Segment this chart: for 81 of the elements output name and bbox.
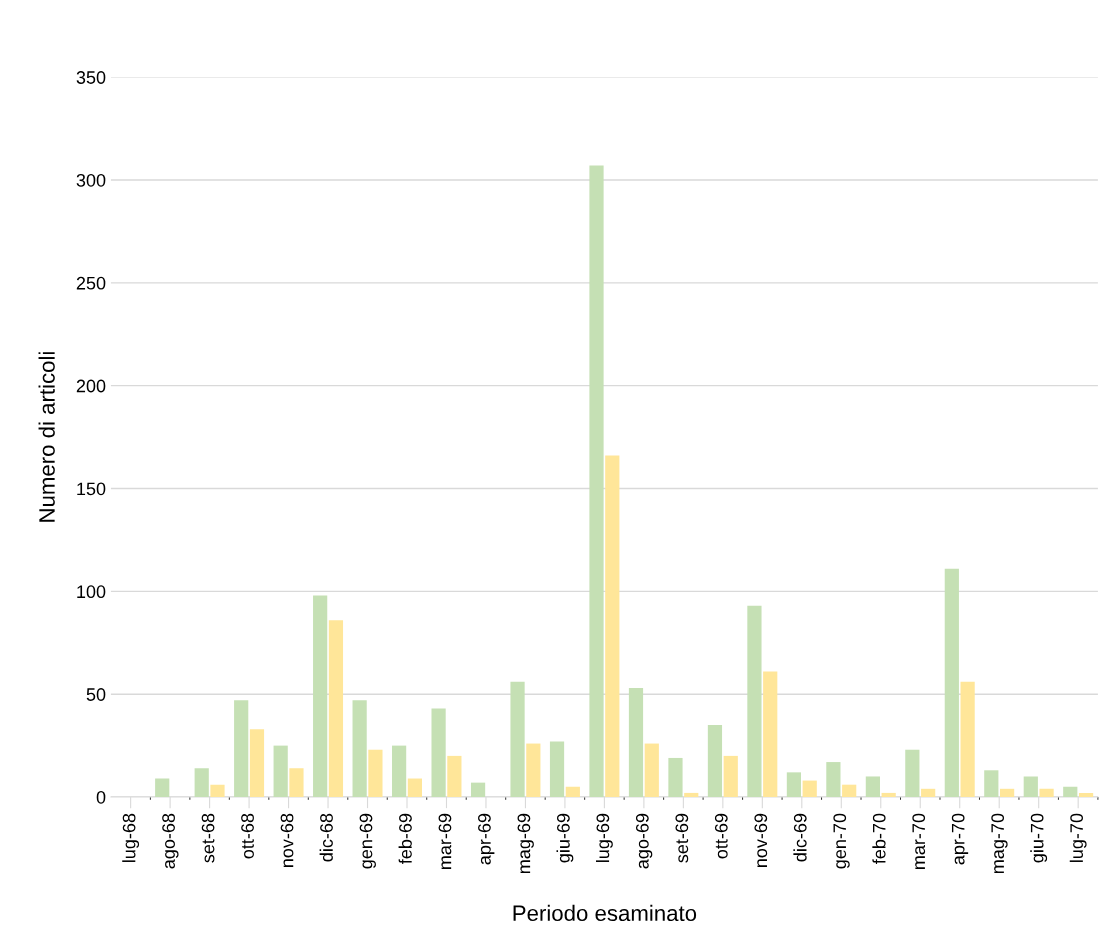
bar bbox=[526, 743, 541, 798]
x-tick-label: gen-69 bbox=[359, 813, 376, 869]
bar bbox=[921, 788, 936, 798]
bar bbox=[313, 595, 328, 798]
x-tick-label: feb-70 bbox=[872, 813, 886, 864]
bar bbox=[1000, 788, 1015, 798]
y-axis-title: Numero di articoli bbox=[38, 352, 55, 522]
bar bbox=[392, 745, 407, 798]
x-tick-label: gen-70 bbox=[833, 813, 850, 869]
x-tick-label: lug-68 bbox=[122, 813, 140, 862]
x-tick-label: ott-69 bbox=[714, 813, 728, 859]
bar bbox=[1039, 788, 1054, 798]
bar bbox=[826, 762, 841, 798]
bar bbox=[707, 725, 723, 798]
bar bbox=[510, 681, 525, 798]
bar bbox=[944, 568, 959, 798]
bar bbox=[723, 755, 738, 798]
bar bbox=[273, 745, 288, 798]
bar bbox=[470, 782, 486, 798]
bar bbox=[1023, 776, 1038, 798]
bar bbox=[628, 688, 644, 798]
bar bbox=[984, 770, 999, 798]
bar bbox=[644, 743, 659, 798]
x-tick-label: giu-70 bbox=[1030, 813, 1048, 863]
x-tick-label: nov-69 bbox=[754, 813, 768, 867]
bar bbox=[1063, 786, 1078, 798]
bar bbox=[605, 455, 620, 798]
bar bbox=[865, 776, 880, 798]
x-tick-label: set-69 bbox=[675, 813, 689, 863]
bar bbox=[802, 780, 817, 798]
bar bbox=[447, 755, 462, 798]
bar bbox=[431, 708, 446, 798]
x-tick-label: apr-70 bbox=[951, 813, 969, 865]
y-tick-label: 100 bbox=[77, 585, 106, 599]
x-tick-label: dic-68 bbox=[319, 813, 333, 862]
bar bbox=[763, 671, 778, 798]
bar bbox=[549, 741, 565, 798]
x-tick-label: feb-69 bbox=[398, 813, 412, 864]
bar bbox=[881, 792, 896, 798]
x-tick-label: ago-69 bbox=[635, 813, 653, 869]
bar bbox=[684, 792, 699, 798]
bar bbox=[328, 620, 344, 798]
bar bbox=[960, 681, 975, 798]
bar bbox=[565, 786, 580, 798]
y-tick-label: 300 bbox=[76, 173, 106, 187]
bar bbox=[352, 700, 367, 798]
bar bbox=[210, 784, 225, 798]
y-tick-label: 250 bbox=[76, 276, 106, 290]
x-tick-label: mag-70 bbox=[991, 813, 1008, 874]
y-tick-label: 150 bbox=[77, 482, 106, 496]
bar bbox=[668, 757, 683, 798]
x-tick-label: nov-68 bbox=[280, 813, 294, 867]
x-tick-label: dic-69 bbox=[793, 813, 807, 862]
y-tick-label: 50 bbox=[86, 688, 106, 701]
y-tick-label: 350 bbox=[76, 71, 106, 84]
x-tick-label: ago-68 bbox=[162, 813, 179, 869]
bar bbox=[368, 749, 383, 798]
bar bbox=[194, 768, 209, 798]
bar bbox=[1078, 792, 1094, 798]
bar bbox=[905, 749, 920, 798]
bar bbox=[155, 778, 170, 798]
x-tick-label: giu-69 bbox=[556, 813, 574, 863]
x-axis-title: Periodo esaminato bbox=[513, 904, 697, 922]
x-tick-label: lug-69 bbox=[595, 813, 613, 862]
bar bbox=[407, 778, 423, 798]
x-tick-label: mar-69 bbox=[438, 813, 452, 869]
y-tick-label: 0 bbox=[96, 790, 106, 804]
bar bbox=[289, 768, 304, 798]
x-tick-label: lug-70 bbox=[1069, 813, 1087, 862]
bar bbox=[589, 165, 604, 798]
y-tick-label: 200 bbox=[76, 379, 106, 393]
x-tick-label: mag-69 bbox=[517, 813, 534, 874]
bar bbox=[786, 772, 802, 798]
x-tick-label: apr-69 bbox=[478, 813, 495, 865]
x-tick-label: set-68 bbox=[201, 813, 215, 863]
x-tick-label: mar-70 bbox=[912, 813, 926, 869]
bar bbox=[234, 700, 249, 798]
bar bbox=[842, 784, 857, 798]
bar bbox=[747, 605, 762, 798]
x-tick-label: ott-68 bbox=[241, 813, 254, 859]
bar bbox=[249, 729, 265, 798]
